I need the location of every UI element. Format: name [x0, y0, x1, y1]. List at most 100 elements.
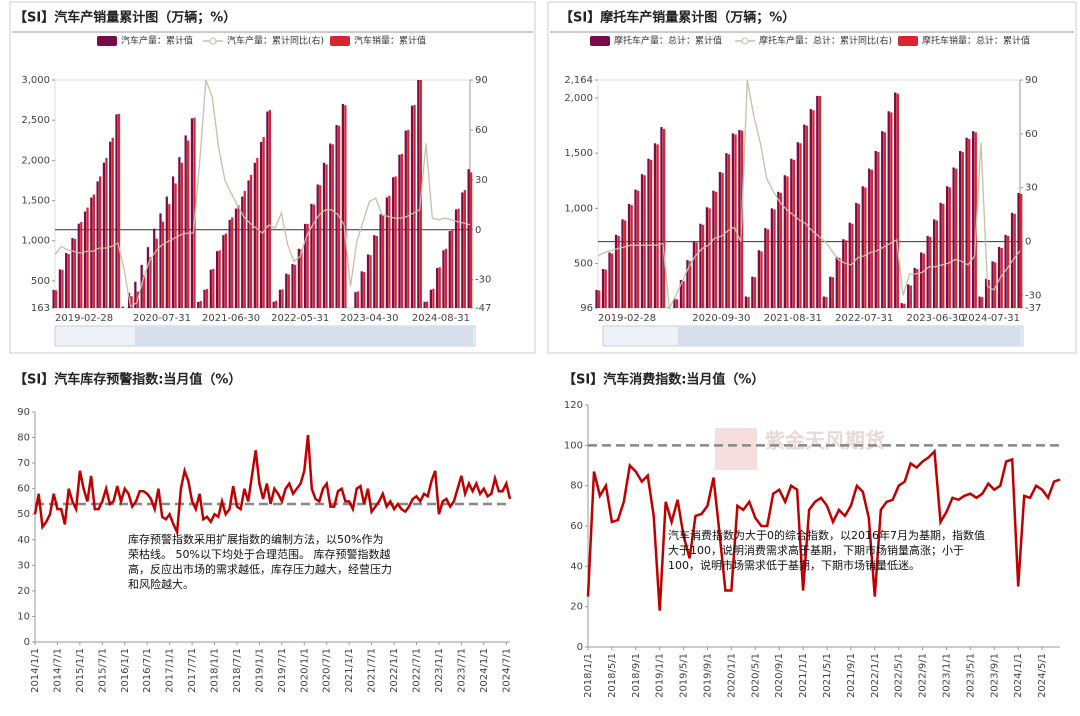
- bar: [463, 190, 466, 308]
- y2-tick-label: 90: [475, 75, 488, 86]
- bar: [675, 299, 679, 308]
- bar: [844, 240, 848, 308]
- bar: [965, 137, 968, 308]
- bar: [792, 159, 796, 308]
- bar: [933, 219, 936, 308]
- x-tick-label: 2022/9/1: [918, 653, 929, 698]
- y-tick-label: 1,500: [564, 148, 593, 159]
- bar: [809, 109, 812, 308]
- bar: [388, 195, 391, 308]
- bar: [146, 247, 150, 308]
- y2-tick-label: 60: [475, 125, 488, 136]
- bar: [660, 127, 663, 308]
- x-tick-label: 2018/5/1: [607, 653, 618, 698]
- bar: [753, 277, 757, 308]
- x-tick-label: 2018/1/1: [210, 648, 221, 693]
- bar: [209, 269, 212, 308]
- bar: [916, 268, 919, 308]
- y-tick-label: 3,000: [21, 75, 50, 86]
- bar: [275, 300, 278, 308]
- bar: [851, 223, 854, 308]
- x-tick-label: 2021/1/1: [344, 648, 355, 693]
- bar: [369, 255, 372, 308]
- bar: [766, 229, 770, 308]
- bar: [121, 306, 124, 308]
- bar: [997, 246, 1001, 308]
- bar: [994, 262, 997, 308]
- y-tick-label: 2,000: [21, 155, 50, 166]
- bar: [451, 229, 454, 308]
- bar: [692, 241, 696, 308]
- bar: [881, 131, 884, 308]
- scroll-thumb[interactable]: [678, 327, 1021, 345]
- bar: [1000, 248, 1003, 308]
- y2-tick-label: -30: [475, 275, 491, 286]
- bar: [65, 252, 68, 308]
- bar: [187, 140, 190, 308]
- bar: [344, 105, 347, 308]
- x-tick-label: 2014/1/1: [30, 648, 41, 693]
- scroll-thumb[interactable]: [135, 327, 473, 345]
- x-tick-label: 2017/7/1: [187, 648, 198, 693]
- y-tick-label: 163: [31, 303, 50, 314]
- y-tick-label: 20: [17, 586, 30, 597]
- bar: [861, 186, 864, 308]
- bar: [920, 252, 923, 308]
- bar: [595, 289, 598, 308]
- bar: [316, 184, 319, 308]
- bar: [228, 219, 231, 308]
- bar: [470, 172, 473, 308]
- bar: [215, 251, 219, 308]
- bar: [417, 80, 420, 308]
- bar: [467, 169, 470, 308]
- bar: [381, 215, 385, 308]
- x-tick-label: 2022-05-31: [271, 313, 329, 324]
- x-tick-label: 2019/7/1: [277, 648, 288, 693]
- legend-swatch: [741, 37, 749, 45]
- bar: [404, 130, 407, 308]
- bar: [601, 268, 605, 308]
- bar: [1020, 194, 1023, 308]
- bar: [234, 208, 238, 308]
- bar: [738, 130, 741, 308]
- bar: [134, 281, 137, 308]
- bar: [77, 223, 80, 308]
- bar: [968, 138, 971, 308]
- bar: [926, 235, 929, 308]
- bar: [256, 157, 259, 308]
- bar: [249, 174, 253, 308]
- bar: [627, 203, 631, 308]
- bar: [747, 297, 750, 308]
- bar: [948, 187, 951, 308]
- bar: [630, 205, 633, 308]
- x-tick-label: 2021/5/1: [822, 653, 833, 698]
- legend-label: 汽车销量：累计值: [354, 35, 426, 47]
- bar: [438, 267, 441, 308]
- bar: [432, 288, 435, 308]
- x-tick-label: 2022/1/1: [389, 648, 400, 693]
- bar: [354, 292, 357, 308]
- bar: [699, 223, 702, 308]
- y2-tick-label: 30: [475, 175, 488, 186]
- bar: [300, 249, 303, 308]
- y-tick-label: 120: [564, 400, 583, 411]
- bar: [190, 118, 194, 308]
- bar: [96, 181, 99, 308]
- y-tick-label: 2,500: [21, 115, 50, 126]
- bar: [773, 209, 776, 308]
- bar: [955, 168, 958, 308]
- x-tick-label: 2024/1/1: [479, 648, 490, 693]
- bar: [385, 197, 389, 308]
- x-tick-label: 2015/7/1: [97, 648, 108, 693]
- x-tick-label: 2023/7/1: [456, 648, 467, 693]
- y2-tick-label: -37: [1025, 303, 1041, 314]
- bar: [708, 208, 711, 308]
- bar: [423, 301, 426, 308]
- chart-title: 【SI】摩托车产销量累计图（万辆；%）: [560, 10, 795, 26]
- bar: [903, 303, 906, 308]
- y-tick-label: 80: [570, 481, 583, 492]
- bar: [877, 152, 880, 308]
- bar: [224, 233, 228, 308]
- bar: [429, 289, 433, 308]
